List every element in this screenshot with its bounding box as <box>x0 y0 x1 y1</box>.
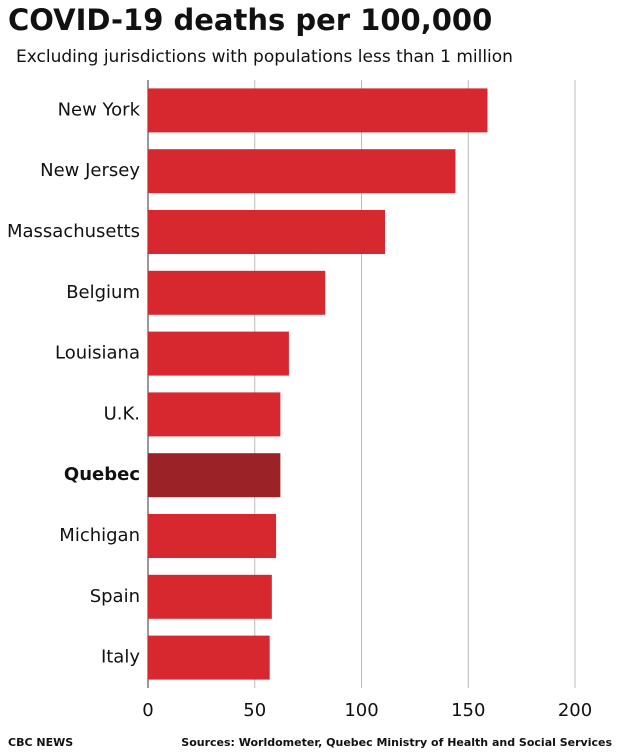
y-tick-label: U.K. <box>104 403 140 424</box>
x-tick-label: 200 <box>558 700 592 721</box>
y-tick-label: New York <box>58 99 141 120</box>
credit: CBC NEWS <box>8 736 73 749</box>
y-tick-label: Quebec <box>64 464 140 485</box>
y-tick-label: New Jersey <box>40 160 140 181</box>
chart-title: COVID-19 deaths per 100,000 <box>8 3 492 37</box>
bar <box>148 149 456 194</box>
x-tick-label: 0 <box>142 700 153 721</box>
bar <box>148 392 281 437</box>
bar <box>148 270 326 315</box>
bar <box>148 88 488 133</box>
bar <box>148 514 277 558</box>
y-tick-label: Belgium <box>66 282 140 303</box>
x-tick-label: 50 <box>243 700 266 721</box>
y-tick-label: Louisiana <box>55 343 140 364</box>
y-tick-label: Michigan <box>59 525 140 546</box>
source: Sources: Worldometer, Quebec Ministry of… <box>181 736 612 749</box>
bar <box>148 331 289 376</box>
x-tick-label: 150 <box>451 700 485 721</box>
bar <box>148 635 270 680</box>
bar <box>148 210 385 254</box>
x-tick-label: 100 <box>344 700 378 721</box>
bar <box>148 453 281 498</box>
chart-subtitle: Excluding jurisdictions with populations… <box>16 47 513 67</box>
bar <box>148 574 272 619</box>
y-tick-label: Massachusetts <box>7 221 140 242</box>
y-tick-label: Spain <box>90 586 140 607</box>
y-tick-label: Italy <box>101 647 140 668</box>
